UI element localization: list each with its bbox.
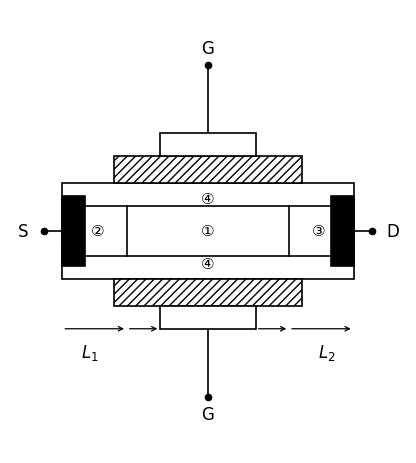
Text: D: D	[387, 223, 399, 240]
Bar	[114, 279, 302, 306]
Text: $L_1$: $L_1$	[81, 342, 98, 362]
Bar	[62, 196, 85, 267]
Bar	[114, 157, 302, 184]
Bar	[160, 306, 256, 329]
Text: ④: ④	[201, 192, 215, 207]
Text: S: S	[17, 223, 28, 240]
Text: ④: ④	[201, 257, 215, 271]
Bar	[160, 134, 256, 157]
Text: ③: ③	[312, 224, 325, 239]
Bar	[62, 184, 354, 279]
Bar	[331, 196, 354, 267]
Text: $L_2$: $L_2$	[318, 342, 335, 362]
Text: G: G	[202, 40, 214, 58]
Text: ②: ②	[91, 224, 104, 239]
Text: ①: ①	[201, 224, 215, 239]
Text: G: G	[202, 405, 214, 423]
